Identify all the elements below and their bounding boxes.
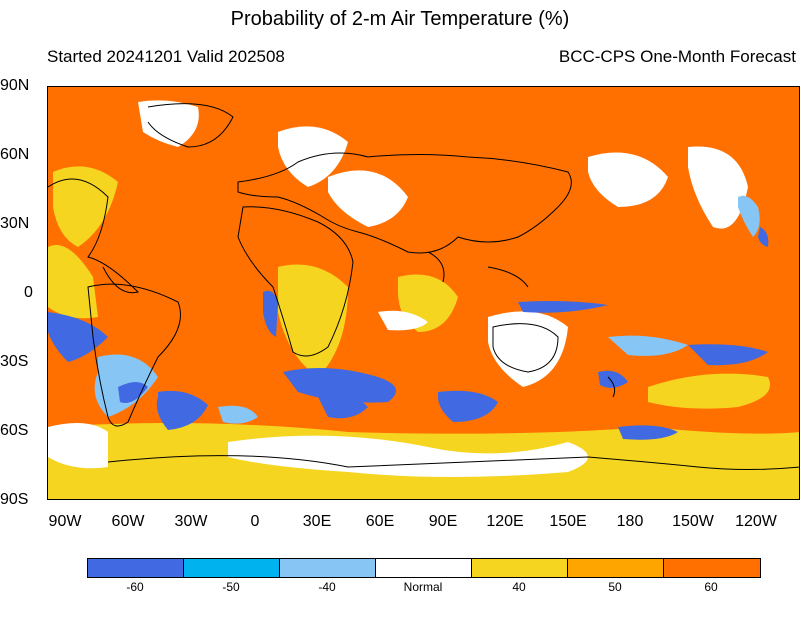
lon-label: 120E: [486, 513, 524, 530]
lon-label: 150W: [672, 513, 714, 530]
legend-swatch: [568, 559, 664, 577]
lon-label: 30E: [302, 513, 332, 530]
legend-swatch: [184, 559, 280, 577]
lat-label: 30N: [0, 215, 30, 232]
lon-label: 60W: [111, 513, 145, 530]
lat-label: 60S: [0, 422, 29, 439]
legend-swatch: [376, 559, 472, 577]
lat-label: 30S: [0, 353, 29, 370]
lon-label: 120W: [735, 513, 777, 530]
legend-label: Normal: [403, 580, 443, 594]
coastlines: [48, 103, 799, 470]
legend-swatch: [88, 559, 184, 577]
forecast-map: [47, 86, 800, 500]
lat-label: 60N: [0, 146, 30, 163]
legend-label: -60: [126, 580, 144, 594]
legend-label: 40: [512, 580, 526, 594]
normal-regions: [48, 100, 799, 499]
below-normal-regions: [48, 195, 769, 440]
lon-label: 60E: [365, 513, 395, 530]
legend-swatch: [472, 559, 568, 577]
color-legend: [87, 558, 761, 578]
forecast-source: BCC-CPS One-Month Forecast: [558, 47, 796, 66]
run-info: Started 20241201 Valid 202508: [47, 47, 285, 66]
lat-label: 90S: [0, 491, 29, 508]
map-canvas: [48, 87, 799, 499]
legend-swatch: [280, 559, 376, 577]
lon-label: 150E: [549, 513, 587, 530]
lon-label: 90E: [428, 513, 458, 530]
lon-label: 90W: [48, 513, 82, 530]
lon-label: 0: [250, 513, 260, 530]
legend-swatch: [664, 559, 760, 577]
legend-label: 60: [704, 580, 718, 594]
legend-label: -50: [222, 580, 240, 594]
map-title: Probability of 2-m Air Temperature (%): [230, 8, 570, 30]
legend-label: 50: [608, 580, 622, 594]
lon-label: 180: [616, 513, 644, 530]
legend-label: -40: [318, 580, 336, 594]
lon-label: 30W: [174, 513, 208, 530]
lat-label: 0: [24, 284, 33, 301]
lat-label: 90N: [0, 77, 30, 94]
